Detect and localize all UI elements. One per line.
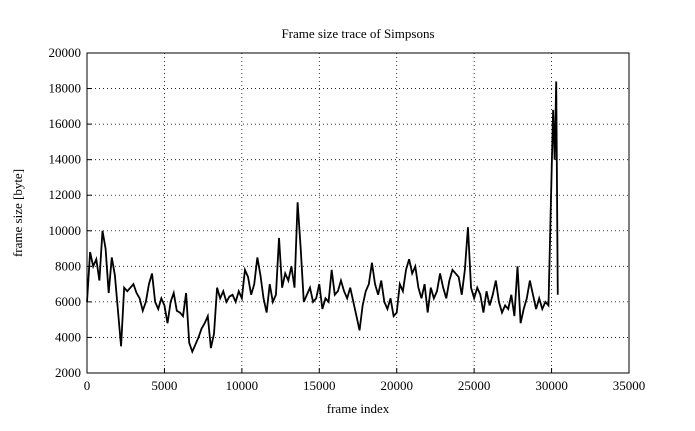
data-line: [86, 81, 559, 355]
x-axis-label: frame index: [327, 401, 390, 416]
y-axis-label: frame size [byte]: [10, 169, 25, 257]
y-tick-label: 20000: [49, 45, 82, 60]
y-tick-label: 8000: [55, 258, 81, 273]
y-tick-label: 12000: [49, 187, 82, 202]
y-tick-label: 4000: [55, 329, 81, 344]
chart-title: Frame size trace of Simpsons: [281, 26, 434, 41]
x-tick-label: 5000: [151, 378, 177, 393]
y-tick-label: 6000: [55, 294, 81, 309]
y-tick-label: 18000: [49, 81, 82, 96]
y-tick-label: 10000: [49, 223, 82, 238]
x-tick-label: 15000: [303, 378, 336, 393]
plot-frame: [86, 52, 630, 374]
x-tick-label: 0: [84, 378, 91, 393]
x-tick-label: 20000: [380, 378, 413, 393]
x-tick-label: 25000: [458, 378, 491, 393]
x-tick-label: 10000: [226, 378, 259, 393]
x-tick-label: 30000: [535, 378, 568, 393]
y-tick-label: 14000: [49, 152, 82, 167]
y-tick-label: 2000: [55, 365, 81, 380]
x-tick-label: 35000: [613, 378, 646, 393]
y-tick-label: 16000: [49, 116, 82, 131]
